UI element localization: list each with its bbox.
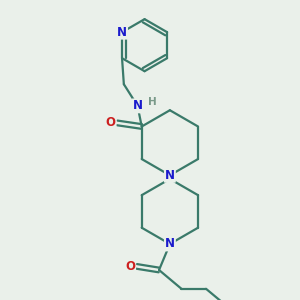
Text: N: N [165,169,175,182]
Text: N: N [117,26,127,39]
Text: N: N [165,238,175,250]
Text: O: O [106,116,116,129]
Text: H: H [148,97,157,107]
Text: O: O [125,260,135,273]
Text: N: N [133,99,142,112]
